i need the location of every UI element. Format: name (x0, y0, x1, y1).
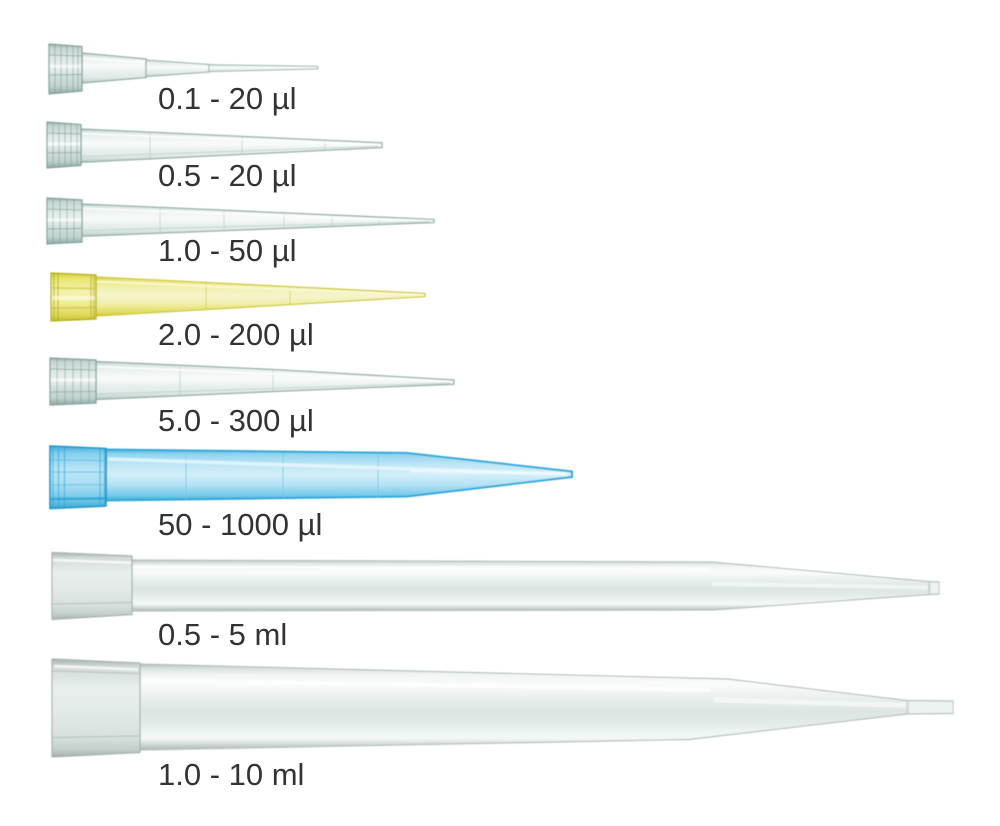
svg-text:2.0 - 200 µl: 2.0 - 200 µl (158, 317, 314, 352)
svg-text:5.0 - 300 µl: 5.0 - 300 µl (158, 403, 314, 438)
svg-text:0.1 - 20 µl: 0.1 - 20 µl (158, 81, 297, 116)
svg-text:0.5 - 20 µl: 0.5 - 20 µl (158, 158, 297, 193)
svg-text:50 - 1000 µl: 50 - 1000 µl (158, 507, 322, 542)
svg-text:1.0 - 50 µl: 1.0 - 50 µl (158, 233, 297, 268)
svg-text:1.0 - 10 ml: 1.0 - 10 ml (158, 757, 304, 792)
svg-text:0.5 - 5 ml: 0.5 - 5 ml (158, 617, 287, 652)
